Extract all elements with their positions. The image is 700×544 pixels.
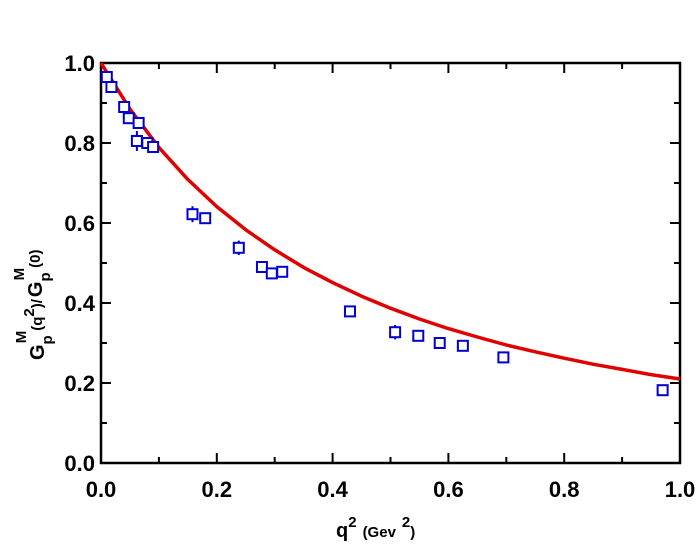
data-point (122, 112, 135, 125)
x-tick-label: 0.4 (317, 477, 348, 502)
square-marker (433, 337, 446, 349)
square-marker (100, 71, 113, 83)
data-point (276, 265, 289, 278)
square-marker (130, 135, 143, 147)
data-point (389, 325, 402, 340)
data-point (412, 329, 425, 342)
x-tick-label: 1.0 (665, 477, 696, 502)
square-marker (186, 208, 199, 221)
square-marker (105, 81, 118, 93)
data-point (199, 212, 212, 225)
square-marker (456, 339, 469, 352)
data-point (497, 351, 510, 364)
x-tick-label: 0.2 (202, 477, 233, 502)
x-axis-label: q2(Gev2) (336, 514, 415, 542)
data-point (433, 337, 446, 349)
data-point (147, 141, 160, 153)
y-tick-label: 0.0 (64, 451, 95, 476)
square-marker (147, 141, 160, 153)
fit-curve (99, 62, 681, 381)
square-marker (265, 267, 278, 280)
x-tick-label: 0.8 (549, 477, 580, 502)
square-marker (656, 384, 669, 397)
y-tick-label: 0.4 (64, 291, 95, 316)
square-marker (232, 241, 245, 254)
plot-frame (99, 61, 682, 465)
data-point (118, 101, 131, 113)
y-tick-label: 0.6 (64, 211, 95, 236)
square-marker (132, 117, 145, 129)
data-point (100, 71, 113, 83)
y-tick-label: 0.2 (64, 371, 95, 396)
square-marker (122, 112, 135, 125)
data-point (186, 206, 199, 223)
square-marker (343, 305, 356, 318)
x-tick-label: 0.6 (433, 477, 464, 502)
data-point (130, 131, 143, 151)
y-tick-label: 0.8 (64, 131, 95, 156)
data-point (132, 117, 145, 129)
square-marker (118, 101, 131, 113)
tick-labels: 0.0 0.2 0.4 0.6 0.8 1.0 0.0 0.2 0.4 0.6 0.8 1.0 (64, 51, 695, 502)
square-marker (412, 329, 425, 342)
data-point (255, 261, 268, 273)
axis-ticks (100, 62, 681, 464)
fit-curve-line (99, 62, 681, 381)
square-marker (497, 351, 510, 364)
x-tick-label: 0.0 (86, 477, 117, 502)
square-marker (389, 326, 402, 339)
square-marker (199, 212, 212, 225)
data-point (343, 305, 356, 318)
data-points (100, 71, 669, 397)
square-marker (255, 261, 268, 273)
data-point (232, 240, 245, 255)
data-point (265, 267, 278, 280)
data-point (456, 339, 469, 352)
y-axis-label: GpM(q2)/GpM(0) (11, 250, 56, 361)
data-point (656, 384, 669, 397)
y-tick-label: 1.0 (64, 51, 95, 76)
data-point (105, 81, 118, 93)
square-marker (276, 265, 289, 278)
